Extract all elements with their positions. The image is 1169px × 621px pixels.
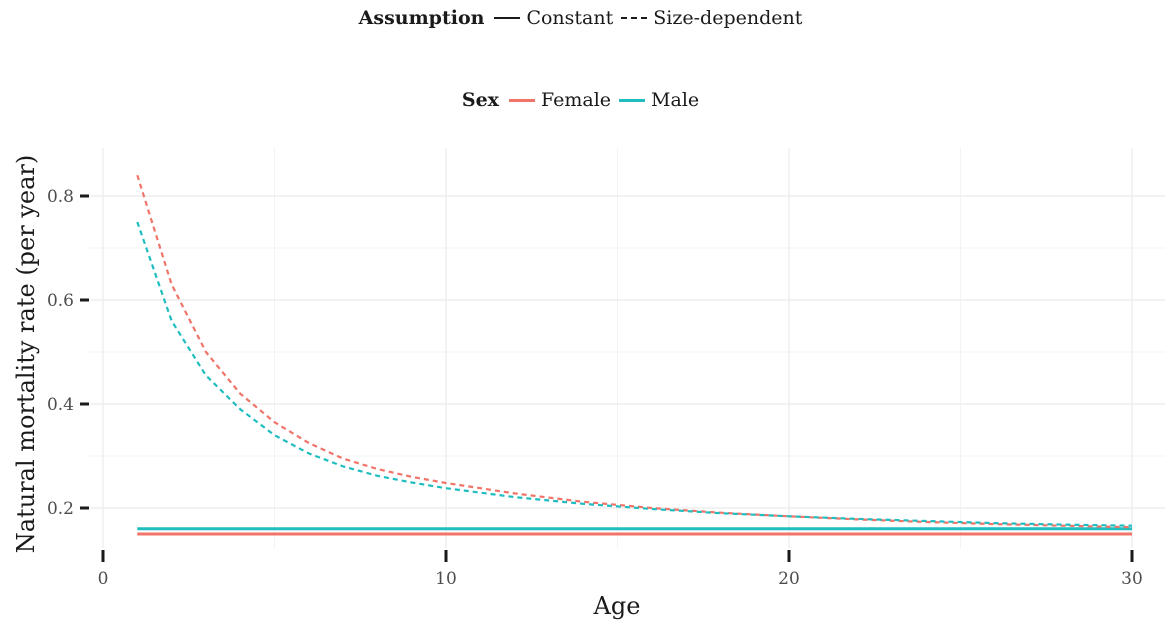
legend-label-size-dependent: Size-dependent — [653, 7, 803, 29]
grid — [90, 148, 1165, 548]
legend-swatch-dashed — [621, 17, 648, 19]
y-tick-label: 0.2 — [47, 499, 74, 519]
legend-label-male: Male — [651, 89, 700, 111]
y-tick-label: 0.6 — [47, 291, 74, 311]
legend-assumption: Assumption Constant Size-dependent — [0, 5, 1169, 31]
x-axis-title: Age — [593, 592, 641, 620]
y-tick-label: 0.4 — [47, 395, 74, 415]
y-tick-label: 0.8 — [47, 187, 74, 207]
x-tick-label: 10 — [435, 569, 457, 589]
legend-title-sex: Sex — [461, 89, 499, 111]
legend-item-constant: Constant — [494, 7, 613, 29]
legend-sex: Sex Female Male — [0, 87, 1169, 113]
legend-label-constant: Constant — [526, 7, 614, 29]
legend-label-female: Female — [540, 89, 612, 111]
legend-swatch-male — [619, 98, 646, 102]
legend-item-female: Female — [508, 89, 612, 111]
legend-swatch-female — [508, 98, 535, 102]
legend-title-assumption: Assumption — [358, 7, 485, 29]
legend-item-size-dependent: Size-dependent — [621, 7, 802, 29]
legend-swatch-solid — [494, 17, 521, 19]
axis-ticks: 0.2 0.4 0.6 0.8 0 10 20 30 — [47, 187, 1143, 589]
series-male-size-dependent — [136, 221, 1133, 527]
series-female-size-dependent — [136, 174, 1133, 529]
x-tick-label: 20 — [778, 569, 800, 589]
x-tick-label: 0 — [98, 569, 109, 589]
x-tick-label: 30 — [1121, 569, 1143, 589]
y-axis-title: Natural mortality rate (per year) — [12, 155, 40, 554]
legend-item-male: Male — [619, 89, 699, 111]
series-lines — [136, 174, 1133, 536]
